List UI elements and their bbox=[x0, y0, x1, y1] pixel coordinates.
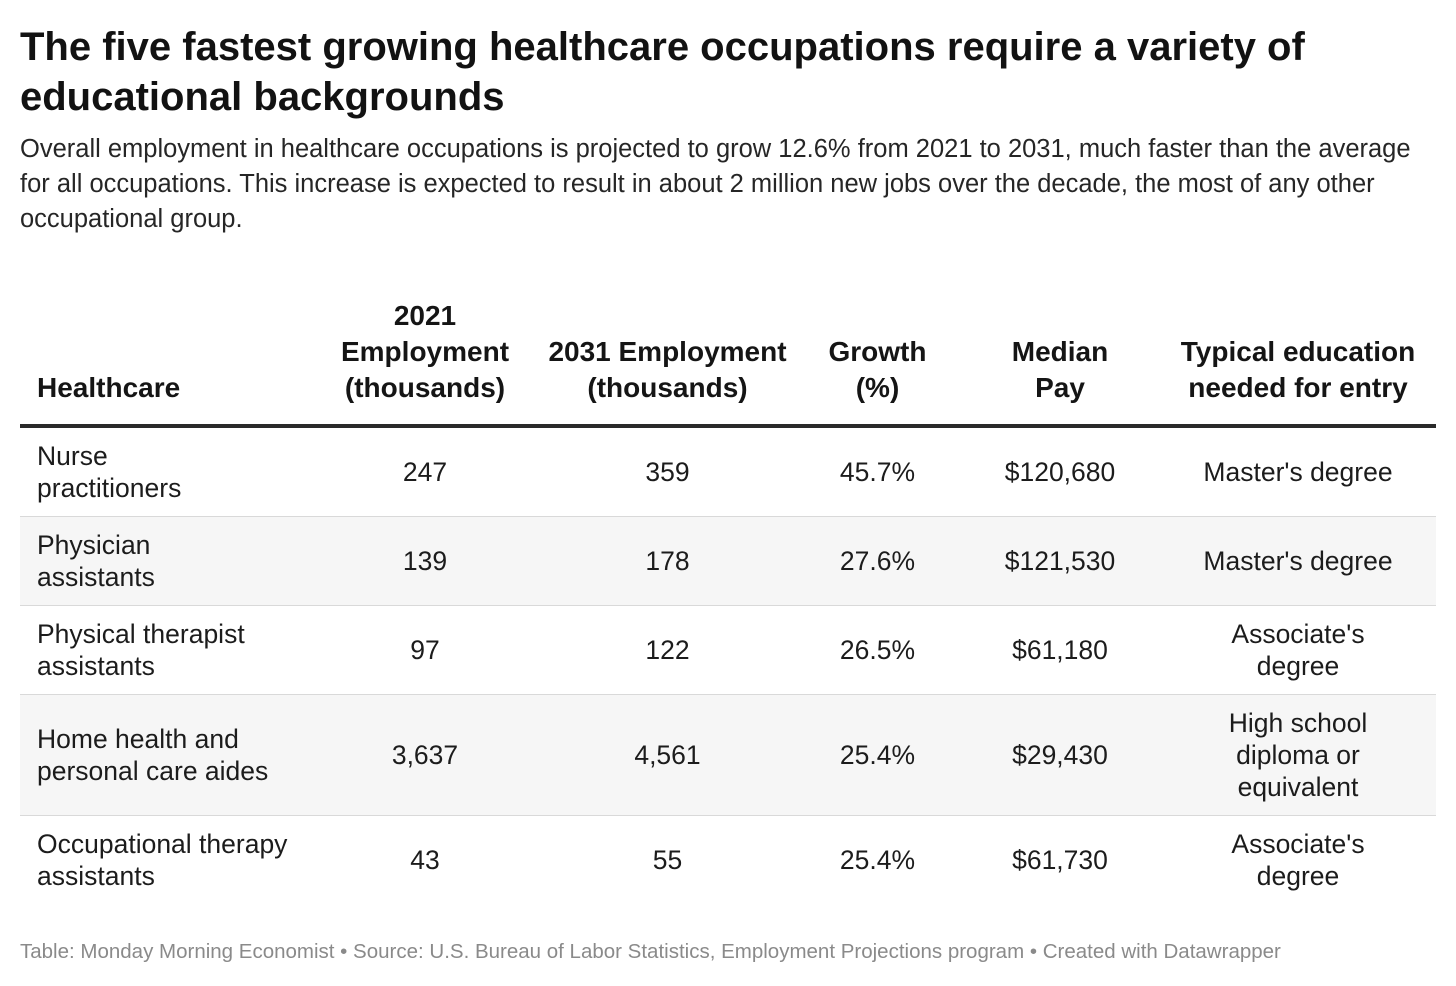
table-cell-employment-2021: 3,637 bbox=[310, 694, 540, 816]
column-header-2021-employment[interactable]: 2021 Employment (thousands) bbox=[310, 298, 540, 428]
column-header-education[interactable]: Typical education needed for entry bbox=[1160, 298, 1436, 428]
column-header-growth[interactable]: Growth (%) bbox=[795, 298, 960, 428]
table-cell-occupation: Nurse practitioners bbox=[20, 426, 310, 517]
table-cell-employment-2031: 55 bbox=[652, 845, 683, 875]
table-row: Nurse practitioners 247 359 45.7% $120,6… bbox=[20, 426, 1436, 517]
chart-header: The five fastest growing healthcare occu… bbox=[20, 22, 1436, 237]
table-cell-growth: 27.6% bbox=[795, 516, 960, 606]
table-cell-employment-2021: 97 bbox=[310, 605, 540, 695]
table-cell-education: Associate's degree bbox=[1160, 605, 1436, 695]
table-cell-occupation: Physician assistants bbox=[20, 516, 310, 606]
table-row: Physical therapist assistants 97 122 26.… bbox=[20, 605, 1436, 695]
table-cell-growth: 26.5% bbox=[795, 605, 960, 695]
table-cell-median-pay: $61,730 bbox=[1012, 845, 1108, 875]
table-cell-occupation: Home health and personal care aides bbox=[20, 694, 310, 816]
column-header-2031-employment[interactable]: 2031 Employment (thousands) bbox=[540, 298, 795, 428]
table-cell-education: Master's degree bbox=[1160, 426, 1436, 517]
data-table: Healthcare 2021 Employment (thousands) 2… bbox=[20, 298, 1436, 904]
table-header-row: Healthcare 2021 Employment (thousands) 2… bbox=[20, 298, 1436, 428]
table-cell-employment-2021: 139 bbox=[310, 516, 540, 606]
table-cell-education: High school diploma or equivalent bbox=[1160, 694, 1436, 816]
table-row: Occupational therapy assistants 43 55 25… bbox=[20, 816, 1436, 905]
table-cell-employment-2031: 359 bbox=[540, 426, 795, 517]
table-cell-employment-2031: 122 bbox=[540, 605, 795, 695]
table-cell-occupation: Occupational therapy assistants bbox=[37, 829, 288, 891]
table-cell-employment-2021: 247 bbox=[310, 426, 540, 517]
table-cell-education: Associate's degree bbox=[1231, 829, 1365, 891]
table-cell-median-pay: $121,530 bbox=[960, 516, 1160, 606]
table-cell-employment-2021: 43 bbox=[410, 845, 440, 875]
table-cell-education: Master's degree bbox=[1160, 516, 1436, 606]
chart-title: The five fastest growing healthcare occu… bbox=[20, 25, 1305, 119]
table-cell-median-pay: $61,180 bbox=[960, 605, 1160, 695]
table-cell-median-pay: $120,680 bbox=[960, 426, 1160, 517]
table-cell-growth: 25.4% bbox=[795, 694, 960, 816]
table-cell-occupation: Physical therapist assistants bbox=[20, 605, 310, 695]
table-cell-growth: 25.4% bbox=[839, 845, 916, 875]
table-cell-median-pay: $29,430 bbox=[960, 694, 1160, 816]
column-header-median-pay[interactable]: Median Pay bbox=[960, 298, 1160, 428]
table-row: Physician assistants 139 178 27.6% $121,… bbox=[20, 516, 1436, 606]
table-cell-employment-2031: 178 bbox=[540, 516, 795, 606]
column-header-healthcare[interactable]: Healthcare bbox=[20, 298, 310, 428]
table-row: Home health and personal care aides 3,63… bbox=[20, 694, 1436, 816]
source-footer: Table: Monday Morning Economist • Source… bbox=[20, 940, 1281, 963]
chart-subtitle: Overall employment in healthcare occupat… bbox=[20, 135, 1411, 233]
table-cell-growth: 45.7% bbox=[795, 426, 960, 517]
table-cell-employment-2031: 4,561 bbox=[540, 694, 795, 816]
